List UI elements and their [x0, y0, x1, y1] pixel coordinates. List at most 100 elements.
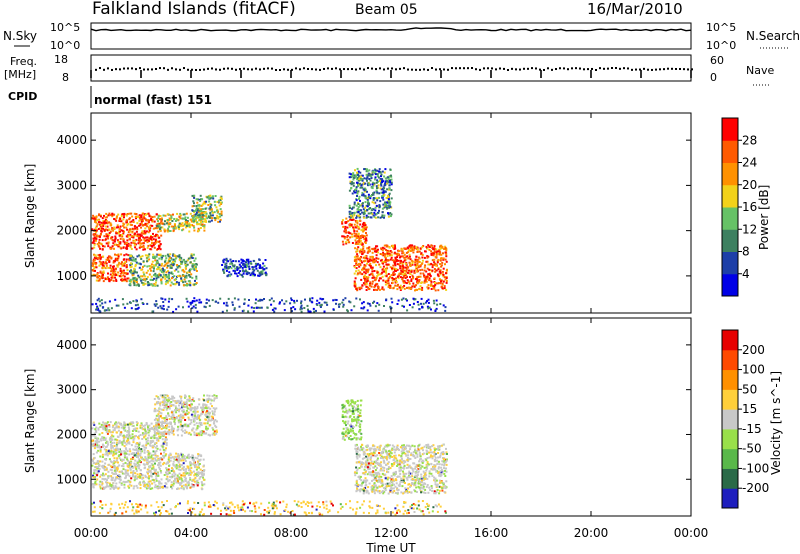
heatmap-cell	[434, 289, 437, 292]
heatmap-cell	[220, 197, 223, 200]
heatmap-cell	[141, 438, 144, 440]
heatmap-cell	[154, 462, 156, 465]
heatmap-cell	[115, 425, 118, 428]
heatmap-cell	[115, 426, 118, 429]
heatmap-cell	[427, 244, 430, 247]
heatmap-cell	[362, 194, 365, 197]
heatmap-cell	[134, 227, 137, 230]
heatmap-cell	[346, 235, 349, 237]
heatmap-cell	[162, 276, 164, 279]
heatmap-cell	[149, 237, 152, 240]
heatmap-cell	[403, 305, 405, 308]
heatmap-cell	[120, 229, 123, 232]
heatmap-cell	[161, 254, 164, 257]
heatmap-cell	[371, 268, 374, 271]
heatmap-cell	[220, 201, 223, 204]
heatmap-cell	[112, 424, 115, 427]
heatmap-cell	[95, 302, 98, 305]
heatmap-cell	[138, 448, 141, 451]
heatmap-cell	[99, 480, 102, 483]
heatmap-cell	[389, 250, 392, 252]
heatmap-cell	[123, 264, 126, 267]
heatmap-cell	[154, 238, 157, 241]
heatmap-cell	[207, 410, 210, 413]
heatmap-cell	[178, 254, 181, 257]
heatmap-cell	[187, 283, 190, 286]
heatmap-cell	[335, 299, 338, 301]
heatmap-cell	[95, 451, 98, 454]
heatmap-cell	[133, 242, 136, 245]
heatmap-cell	[123, 452, 126, 455]
heatmap-cell	[120, 278, 123, 281]
heatmap-cell	[362, 282, 365, 285]
heatmap-cell	[125, 280, 128, 283]
heatmap-cell	[222, 261, 225, 264]
heatmap-cell	[141, 458, 144, 460]
heatmap-cell	[204, 218, 206, 221]
heatmap-cell	[137, 274, 140, 277]
heatmap-cell	[139, 263, 142, 266]
heatmap-cell	[121, 233, 124, 236]
heatmap-cell	[102, 225, 105, 227]
heatmap-cell	[227, 266, 230, 268]
heatmap-cell	[182, 462, 185, 465]
heatmap-cell	[181, 409, 184, 412]
heatmap-cell	[164, 275, 167, 278]
heatmap-cell	[441, 270, 444, 273]
heatmap-cell	[404, 256, 407, 259]
heatmap-cell	[190, 483, 193, 486]
heatmap-cell	[192, 454, 194, 457]
heatmap-cell	[105, 262, 108, 265]
heatmap-cell	[163, 403, 166, 406]
heatmap-cell	[182, 488, 185, 491]
heatmap-cell	[144, 239, 147, 242]
heatmap-cell	[423, 256, 426, 259]
heatmap-cell	[334, 298, 337, 301]
heatmap-cell	[191, 276, 194, 279]
heatmap-cell	[91, 439, 94, 442]
heatmap-cell	[116, 457, 119, 460]
heatmap-cell	[136, 424, 139, 427]
heatmap-cell	[97, 279, 100, 282]
heatmap-cell	[155, 445, 158, 448]
heatmap-cell	[211, 195, 214, 198]
heatmap-cell	[378, 192, 381, 195]
heatmap-cell	[404, 266, 407, 269]
heatmap-cell	[253, 307, 256, 309]
heatmap-cell	[129, 435, 132, 438]
heatmap-cell	[161, 421, 164, 424]
heatmap-cell	[158, 407, 161, 410]
heatmap-cell	[381, 214, 384, 217]
heatmap-cell	[392, 246, 395, 249]
heatmap-cell	[147, 240, 150, 243]
heatmap-cell	[123, 272, 126, 274]
heatmap-cell	[163, 474, 166, 476]
heatmap-cell	[364, 255, 367, 258]
heatmap-cell	[185, 472, 188, 475]
heatmap-cell	[410, 278, 413, 281]
heatmap-cell	[119, 423, 122, 425]
heatmap-cell	[94, 475, 96, 478]
heatmap-cell	[135, 281, 138, 283]
heatmap-cell	[420, 302, 422, 305]
heatmap-cell	[98, 483, 101, 486]
heatmap-cell	[138, 254, 140, 257]
heatmap-cell	[184, 474, 186, 477]
heatmap-cell	[390, 256, 393, 259]
heatmap-cell	[394, 284, 397, 287]
heatmap-cell	[123, 422, 126, 425]
heatmap-cell	[252, 310, 255, 313]
heatmap-cell	[133, 280, 136, 283]
heatmap-cell	[250, 306, 253, 309]
heatmap-cell	[96, 460, 99, 462]
heatmap-cell	[91, 427, 94, 430]
heatmap-cell	[411, 246, 414, 249]
heatmap-cell	[379, 171, 382, 174]
heatmap-cell	[128, 434, 131, 437]
heatmap-cell	[211, 426, 214, 429]
heatmap-cell	[206, 217, 209, 220]
heatmap-cell	[189, 469, 192, 472]
heatmap-cell	[242, 309, 245, 312]
heatmap-cell	[103, 235, 106, 238]
heatmap-cell	[122, 462, 125, 465]
